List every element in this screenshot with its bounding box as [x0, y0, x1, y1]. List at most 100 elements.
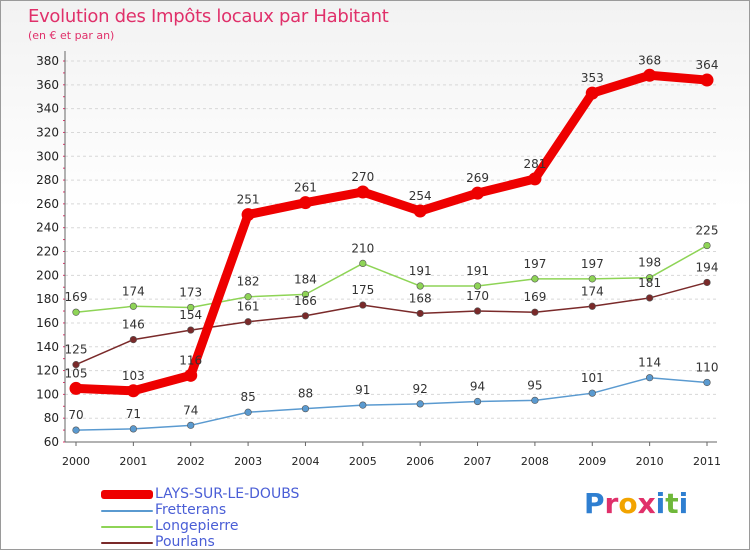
y-tick-label: 240: [36, 221, 59, 235]
data-label: 191: [409, 264, 432, 278]
data-label: 125: [65, 343, 88, 357]
data-point: [129, 302, 137, 310]
data-point: [473, 307, 482, 315]
logo-letter: P: [584, 487, 605, 520]
logo-letter: o: [618, 487, 638, 520]
x-tick-label: 2003: [234, 455, 262, 468]
legend-item: Fretterans: [101, 502, 361, 519]
legend-swatch-pourlans: [101, 542, 153, 544]
legend-label: Pourlans: [155, 534, 215, 550]
data-point: [359, 301, 367, 309]
data-point: [301, 405, 310, 413]
data-label: 174: [581, 284, 604, 298]
data-point: [588, 389, 596, 397]
y-tick-label: 160: [36, 316, 59, 330]
data-point: [187, 421, 195, 429]
data-label: 169: [65, 290, 88, 304]
series-line-fretterans: [75, 376, 708, 431]
data-label: 169: [523, 290, 546, 304]
data-label: 210: [351, 241, 374, 255]
y-tick-label: 260: [36, 197, 59, 211]
data-point: [244, 293, 252, 301]
data-point: [413, 204, 427, 218]
data-point: [531, 308, 539, 316]
data-point: [416, 400, 424, 408]
data-label: 161: [237, 300, 260, 314]
data-point: [72, 426, 80, 434]
y-tick-label: 120: [36, 364, 59, 378]
data-label: 94: [470, 380, 485, 394]
chart-subtitle: (en € et par an): [28, 29, 115, 42]
x-tick-label: 2005: [349, 455, 377, 468]
y-tick-label: 220: [36, 245, 59, 259]
data-point: [588, 275, 596, 283]
data-label: 251: [237, 193, 260, 207]
chart-title: Evolution des Impôts locaux par Habitant: [28, 6, 389, 27]
data-point: [356, 185, 370, 199]
data-point: [416, 309, 424, 318]
data-label: 353: [581, 71, 604, 85]
data-point: [646, 374, 654, 382]
data-point: [703, 378, 711, 387]
y-tick-label: 280: [36, 173, 59, 187]
x-tick-label: 2002: [177, 455, 205, 468]
data-label: 85: [240, 390, 255, 404]
data-point: [473, 397, 482, 406]
data-label: 181: [638, 276, 661, 290]
data-point: [588, 302, 596, 310]
data-label: 71: [126, 407, 141, 421]
y-tick-label: 80: [44, 411, 59, 425]
legend-swatch-fretterans: [101, 510, 153, 512]
data-point: [72, 308, 80, 316]
data-label: 197: [581, 257, 604, 271]
data-point: [359, 259, 367, 268]
data-label: 173: [179, 285, 202, 299]
data-label: 103: [122, 369, 145, 383]
data-label: 254: [409, 189, 432, 203]
data-label: 91: [355, 383, 370, 397]
data-label: 110: [696, 360, 719, 374]
data-point: [298, 196, 312, 210]
series-line-lays-sur-le-doubs: [71, 70, 712, 396]
data-point: [126, 384, 140, 398]
data-point: [643, 68, 657, 82]
data-point: [187, 326, 195, 334]
logo-letter: i: [655, 487, 666, 520]
logo-letter: x: [637, 487, 656, 520]
data-label: 166: [294, 294, 317, 308]
x-tick-label: 2008: [521, 455, 549, 468]
data-label: 95: [527, 378, 542, 392]
legend-swatch-lays: [101, 490, 153, 499]
legend: LAYS-SUR-LE-DOUBS Fretterans Longepierre…: [101, 486, 361, 550]
legend-item: LAYS-SUR-LE-DOUBS: [101, 486, 361, 503]
legend-swatch-longepierre: [101, 526, 153, 528]
y-tick-label: 100: [36, 387, 59, 401]
data-label: 170: [466, 289, 489, 303]
logo-letter: t: [665, 487, 679, 520]
data-label: 116: [179, 353, 202, 367]
proxiti-logo: Proxiti: [584, 487, 688, 520]
data-point: [528, 172, 542, 186]
data-point: [72, 361, 80, 369]
y-tick-label: 380: [36, 54, 59, 68]
data-point: [301, 312, 310, 320]
data-point: [301, 290, 310, 298]
data-label: 70: [68, 408, 83, 422]
legend-label: Fretterans: [155, 502, 227, 518]
series-line-pourlans: [75, 281, 708, 366]
data-label: 198: [638, 256, 661, 270]
data-point: [241, 208, 255, 222]
data-label: 168: [409, 291, 432, 305]
data-label: 197: [523, 257, 546, 271]
x-tick-label: 2011: [693, 455, 721, 468]
data-point: [129, 425, 137, 433]
data-label: 364: [696, 58, 719, 72]
data-point: [703, 241, 711, 250]
data-label: 146: [122, 318, 145, 332]
data-point: [416, 282, 424, 290]
data-point: [244, 318, 252, 326]
data-point: [646, 294, 654, 302]
data-label: 225: [696, 224, 719, 238]
legend-item: Longepierre: [101, 518, 361, 535]
